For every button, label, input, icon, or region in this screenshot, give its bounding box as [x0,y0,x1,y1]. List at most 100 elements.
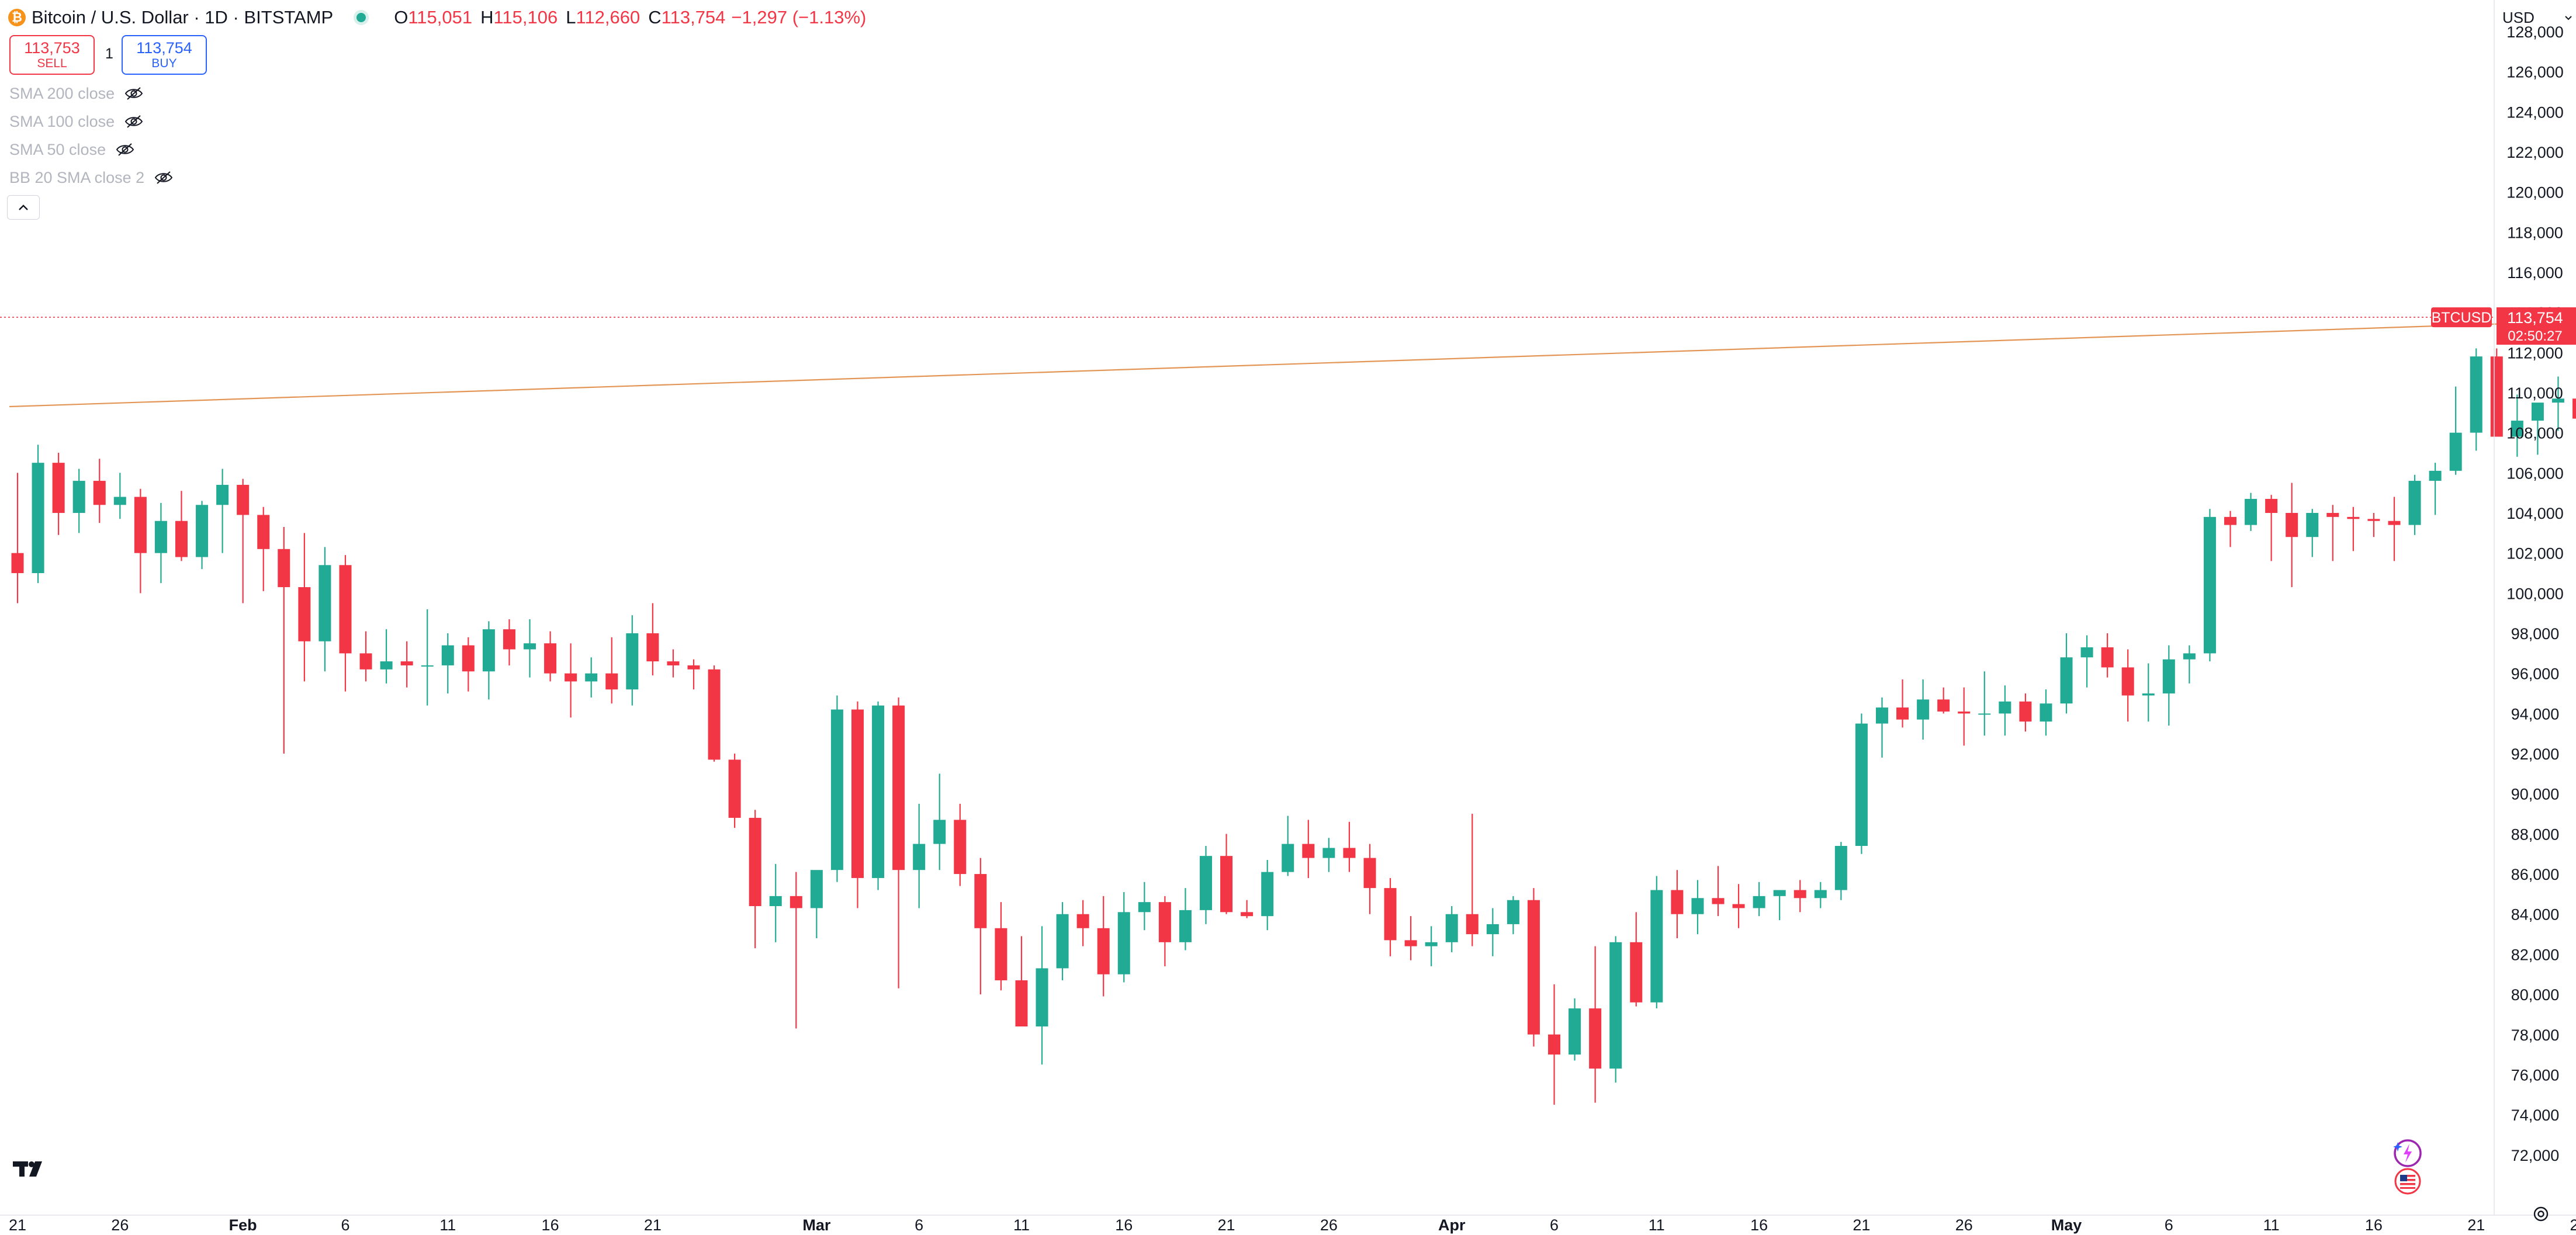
candle-body [995,928,1007,981]
x-tick-label: 16 [2365,1216,2383,1234]
y-tick-label: 98,000 [2511,625,2560,643]
candle-body [1630,942,1643,1002]
candle-body [298,587,311,641]
candle-body [1609,942,1622,1069]
y-tick-label: 128,000 [2506,23,2564,41]
y-tick-label: 108,000 [2506,425,2564,442]
candle-body [216,484,229,505]
eye-crossed-icon[interactable] [124,86,144,100]
tradingview-logo-icon[interactable] [13,1159,51,1179]
candle-body [1548,1034,1561,1055]
long-term-trendline [9,320,2576,408]
candle-body [1875,707,1888,724]
candle-body [2572,398,2576,419]
us-flag-icon [2394,1168,2421,1195]
y-tick-label: 86,000 [2511,866,2560,883]
x-tick-label: 26 [1320,1216,1338,1234]
candle-body [790,896,802,908]
currency-select[interactable]: USD [2502,5,2572,30]
y-tick-label: 106,000 [2506,464,2564,482]
candle-body [1589,1008,1602,1069]
candle-body [380,661,393,669]
candle-body [1773,890,1786,896]
candle-body [728,759,741,818]
candle-body [2449,432,2462,471]
candle-body [2429,470,2442,481]
last-price-value: 113,754 [2507,309,2563,327]
y-tick-label: 94,000 [2511,705,2560,723]
candle-body [1117,912,1130,974]
candle-body [2531,403,2544,421]
candle-body [462,645,475,672]
candle-body [1732,904,1745,908]
candle-body [1937,699,1950,712]
candle-body [851,709,864,878]
candle-body [2347,516,2360,519]
ohlc-open-label: O [394,7,408,27]
buy-button[interactable]: 113,754 BUY [122,35,207,75]
candle-body [257,515,270,549]
candle-body [626,633,639,690]
candle-body [1978,713,1991,715]
chart-settings-button[interactable] [2528,1201,2554,1227]
ohlc-high-label: H [480,7,494,27]
x-tick-label: 26 [1955,1216,1973,1234]
indicator-sma-50[interactable]: SMA 50 close [9,138,135,161]
candle-body [400,661,413,665]
candle-body [278,549,290,588]
candle-body [1384,888,1397,941]
candle-body [32,463,44,574]
y-tick-label: 102,000 [2506,545,2564,563]
candle-body [196,505,209,557]
indicator-bb-20[interactable]: BB 20 SMA close 2 [9,166,174,189]
x-tick-label: 16 [1115,1216,1133,1234]
y-tick-label: 124,000 [2506,103,2564,121]
x-tick-label: 21 [9,1216,26,1234]
assistant-button[interactable] [2391,1137,2424,1170]
indicator-sma-100[interactable]: SMA 100 close [9,110,144,133]
y-tick-label: 96,000 [2511,665,2560,683]
candle-body [708,669,721,760]
region-flag-button[interactable] [2393,1166,2423,1196]
candle-body [974,874,987,928]
candle-body [1753,896,1765,908]
x-tick-label: 21 [2467,1216,2485,1234]
candle-body [1343,848,1356,858]
candle-body [687,665,700,669]
ohlc-low-label: L [566,7,576,27]
candle-body [175,521,188,557]
candle-body [2511,421,2523,437]
candle-body [2306,513,2319,537]
x-tick-label: 6 [2165,1216,2173,1234]
spread-value: 1 [105,46,113,62]
y-tick-label: 88,000 [2511,825,2560,843]
sell-button[interactable]: 113,753 SELL [9,35,95,75]
sell-label: SELL [37,57,67,70]
candle-body [810,870,823,908]
candle-body [237,484,250,515]
y-tick-label: 112,000 [2507,344,2563,362]
collapse-legend-button[interactable] [7,195,40,220]
candle-body [1322,848,1335,858]
symbol-legend: ₿ Bitcoin / U.S. Dollar · 1D · BITSTAMP … [8,5,866,30]
candle-body [1917,699,1930,720]
x-tick-label: 11 [439,1216,456,1234]
eye-crossed-icon[interactable] [115,143,135,157]
bitcoin-icon: ₿ [8,9,26,26]
symbol-title[interactable]: Bitcoin / U.S. Dollar · 1D · BITSTAMP [32,7,334,27]
candle-body [154,521,167,553]
indicator-sma-200[interactable]: SMA 200 close [9,82,144,105]
x-tick-label: 16 [542,1216,559,1234]
candle-body [2040,703,2052,722]
candle-body [667,661,680,665]
eye-crossed-icon[interactable] [124,115,144,129]
candle-body [1076,914,1089,928]
x-tick-label: Feb [229,1216,257,1234]
y-tick-label: 74,000 [2511,1106,2560,1124]
candle-body [2183,653,2196,660]
candle-body [1486,924,1499,935]
candle-body [2060,657,2073,704]
eye-crossed-icon[interactable] [154,171,174,185]
candle-body [1814,890,1827,899]
